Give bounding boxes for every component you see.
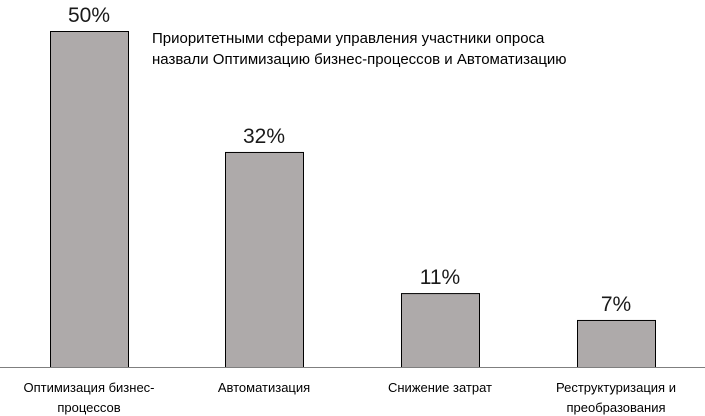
category-label-line: Снижение затрат xyxy=(388,380,492,395)
value-label-1: 50% xyxy=(68,4,110,27)
category-label-line: Реструктуризация и xyxy=(556,380,676,395)
category-label-line: Оптимизация бизнес- xyxy=(23,380,154,395)
value-label-4: 7% xyxy=(601,293,631,316)
bar-1 xyxy=(50,31,129,368)
annotation-line-1: Приоритетными сферами управления участни… xyxy=(152,30,545,47)
bar-3 xyxy=(401,293,480,368)
value-label-2: 32% xyxy=(243,125,285,148)
category-label-3: Снижение затрат xyxy=(388,380,492,395)
value-label-3: 11% xyxy=(420,266,460,289)
chart-annotation: Приоритетными сферами управления участни… xyxy=(152,28,652,70)
category-label-1: Оптимизация бизнес-процессов xyxy=(23,380,154,415)
annotation-line-2: назвали Оптимизацию бизнес-процессов и А… xyxy=(152,51,567,68)
category-label-4: Реструктуризация и преобразования xyxy=(556,380,676,415)
category-label-2: Автоматизация xyxy=(218,380,310,395)
bars-group xyxy=(50,31,656,368)
category-label-line: Автоматизация xyxy=(218,380,310,395)
category-label-line: преобразования xyxy=(566,400,665,415)
category-label-line: процессов xyxy=(57,400,120,415)
bar-2 xyxy=(225,151,304,368)
category-labels-group: Оптимизация бизнес-процессов Автоматизаци… xyxy=(23,380,676,415)
value-labels-group: 50% 32% 11% 7% xyxy=(68,4,631,316)
bar-4 xyxy=(577,319,656,368)
